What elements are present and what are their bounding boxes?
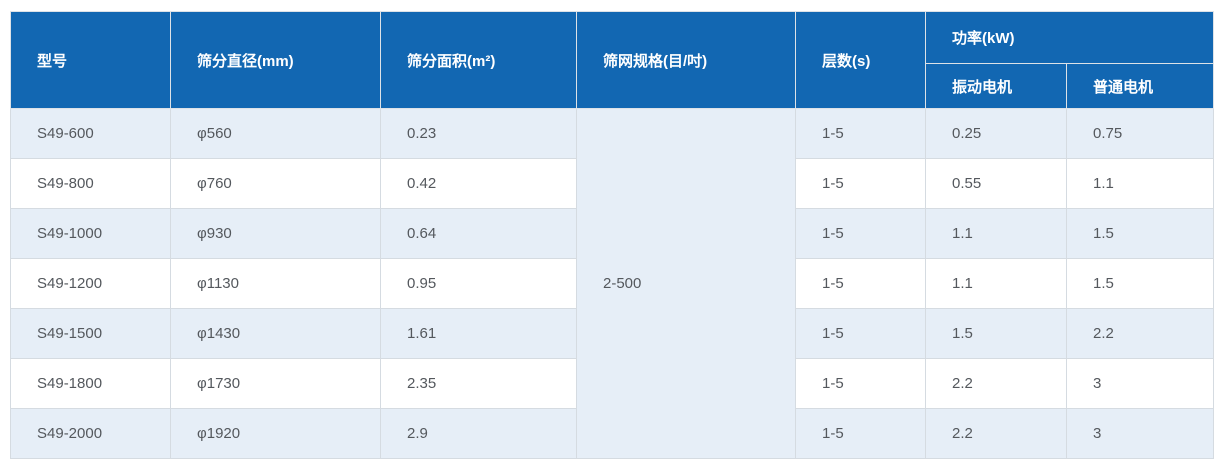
cell-area: 2.9	[380, 408, 577, 459]
col-header-mesh-spec: 筛网规格(目/吋)	[576, 11, 796, 109]
cell-diameter: φ1920	[170, 408, 381, 459]
cell-layers: 1-5	[795, 208, 926, 259]
cell-model: S49-1200	[10, 258, 171, 309]
col-header-diameter: 筛分直径(mm)	[170, 11, 381, 109]
cell-vibration-motor: 2.2	[925, 358, 1067, 409]
table-row: S49-1800 φ1730 2.35 1-5 2.2 3	[10, 358, 1214, 409]
table-row: S49-800 φ760 0.42 1-5 0.55 1.1	[10, 158, 1214, 209]
cell-diameter: φ1430	[170, 308, 381, 359]
cell-diameter: φ560	[170, 108, 381, 159]
cell-vibration-motor: 2.2	[925, 408, 1067, 459]
table-row: S49-1000 φ930 0.64 1-5 1.1 1.5	[10, 208, 1214, 259]
cell-diameter: φ1130	[170, 258, 381, 309]
cell-layers: 1-5	[795, 308, 926, 359]
col-header-area: 筛分面积(m²)	[380, 11, 577, 109]
col-header-ordinary-motor: 普通电机	[1066, 63, 1214, 109]
cell-area: 0.95	[380, 258, 577, 309]
cell-model: S49-1800	[10, 358, 171, 409]
cell-ordinary-motor: 1.5	[1066, 258, 1214, 309]
table-body: S49-600 φ560 0.23 2-500 1-5 0.25 0.75 S49-800 φ7…	[10, 108, 1214, 459]
col-header-vibration-motor: 振动电机	[925, 63, 1067, 109]
product-spec-table: 型号 筛分直径(mm) 筛分面积(m²) 筛网规格(目/吋) 层数(s) 功率(…	[10, 11, 1214, 459]
col-header-model: 型号	[10, 11, 171, 109]
table-row: S49-1200 φ1130 0.95 1-5 1.1 1.5	[10, 258, 1214, 309]
cell-ordinary-motor: 2.2	[1066, 308, 1214, 359]
cell-ordinary-motor: 0.75	[1066, 108, 1214, 159]
cell-ordinary-motor: 1.1	[1066, 158, 1214, 209]
cell-vibration-motor: 0.25	[925, 108, 1067, 159]
col-header-layers: 层数(s)	[795, 11, 926, 109]
cell-layers: 1-5	[795, 158, 926, 209]
col-header-power: 功率(kW)	[925, 11, 1214, 64]
cell-model: S49-1500	[10, 308, 171, 359]
cell-layers: 1-5	[795, 408, 926, 459]
table-row: S49-2000 φ1920 2.9 1-5 2.2 3	[10, 408, 1214, 459]
cell-vibration-motor: 1.5	[925, 308, 1067, 359]
cell-ordinary-motor: 1.5	[1066, 208, 1214, 259]
cell-vibration-motor: 0.55	[925, 158, 1067, 209]
cell-area: 2.35	[380, 358, 577, 409]
table-header: 型号 筛分直径(mm) 筛分面积(m²) 筛网规格(目/吋) 层数(s) 功率(…	[10, 11, 1214, 109]
cell-layers: 1-5	[795, 358, 926, 409]
cell-area: 0.64	[380, 208, 577, 259]
cell-area: 0.42	[380, 158, 577, 209]
table-row: S49-1500 φ1430 1.61 1-5 1.5 2.2	[10, 308, 1214, 359]
cell-ordinary-motor: 3	[1066, 358, 1214, 409]
cell-vibration-motor: 1.1	[925, 258, 1067, 309]
table-row: S49-600 φ560 0.23 2-500 1-5 0.25 0.75	[10, 108, 1214, 459]
cell-ordinary-motor: 3	[1066, 408, 1214, 459]
cell-model: S49-1000	[10, 208, 171, 259]
cell-mesh-spec-merged: 2-500	[576, 108, 796, 459]
cell-area: 0.23	[380, 108, 577, 159]
cell-vibration-motor: 1.1	[925, 208, 1067, 259]
cell-model: S49-800	[10, 158, 171, 209]
cell-diameter: φ930	[170, 208, 381, 259]
cell-layers: 1-5	[795, 258, 926, 309]
cell-layers: 1-5	[795, 108, 926, 159]
cell-diameter: φ760	[170, 158, 381, 209]
cell-area: 1.61	[380, 308, 577, 359]
cell-model: S49-600	[10, 108, 171, 159]
cell-diameter: φ1730	[170, 358, 381, 409]
cell-model: S49-2000	[10, 408, 171, 459]
